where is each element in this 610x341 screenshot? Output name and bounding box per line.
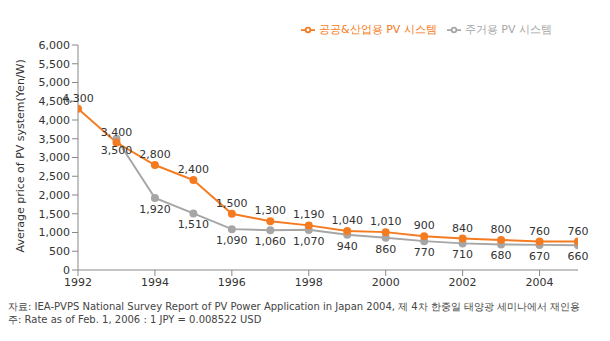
svg-text:5,000: 5,000 [39, 76, 71, 89]
svg-text:3,500: 3,500 [101, 144, 133, 157]
svg-text:6,000: 6,000 [39, 39, 71, 52]
svg-text:1,060: 1,060 [255, 235, 287, 248]
svg-text:2004: 2004 [526, 276, 554, 289]
svg-text:670: 670 [529, 250, 550, 263]
svg-text:940: 940 [337, 240, 358, 253]
svg-text:660: 660 [568, 250, 589, 263]
svg-text:1,010: 1,010 [370, 215, 402, 228]
svg-text:680: 680 [491, 249, 512, 262]
svg-text:1,190: 1,190 [293, 208, 325, 221]
svg-text:2000: 2000 [372, 276, 400, 289]
svg-text:4,300: 4,300 [62, 92, 94, 105]
html-text:주: Rate as of Feb. 1, 2006 : 1: 주: Rate as of Feb. 1, 2006 : 1 JPY = 0.0… [8, 314, 262, 325]
svg-text:2002: 2002 [449, 276, 477, 289]
svg-text:1,040: 1,040 [331, 214, 363, 227]
svg-text:770: 770 [414, 246, 435, 259]
svg-text:3,000: 3,000 [39, 151, 71, 164]
svg-text:500: 500 [49, 245, 70, 258]
svg-text:1992: 1992 [64, 276, 92, 289]
svg-text:0: 0 [63, 264, 70, 277]
svg-text:840: 840 [452, 222, 473, 235]
svg-text:760: 760 [568, 225, 589, 238]
svg-text:1,500: 1,500 [39, 208, 71, 221]
html-text:공공&산업용 PV 시스템: 공공&산업용 PV 시스템 [319, 23, 437, 36]
svg-text:1994: 1994 [141, 276, 169, 289]
svg-text:3,500: 3,500 [39, 133, 71, 146]
svg-text:Average price of PV system(Yen: Average price of PV system(Yen/W) [14, 59, 27, 252]
svg-text:1,000: 1,000 [39, 226, 71, 239]
svg-text:2,800: 2,800 [139, 148, 171, 161]
svg-text:860: 860 [375, 243, 396, 256]
html-text:자료: IEA-PVPS National Survey R: 자료: IEA-PVPS National Survey Report of P… [8, 301, 581, 312]
svg-text:1,070: 1,070 [293, 235, 325, 248]
svg-text:710: 710 [452, 248, 473, 261]
svg-text:5,500: 5,500 [39, 58, 71, 71]
svg-text:1998: 1998 [295, 276, 323, 289]
svg-text:1,500: 1,500 [216, 197, 248, 210]
svg-text:1,090: 1,090 [216, 234, 248, 247]
svg-text:2,400: 2,400 [178, 163, 210, 176]
svg-text:1,510: 1,510 [178, 218, 210, 231]
svg-text:2,500: 2,500 [39, 170, 71, 183]
svg-text:900: 900 [414, 219, 435, 232]
svg-text:4,500: 4,500 [38, 95, 70, 109]
svg-text:1,920: 1,920 [139, 203, 171, 216]
svg-text:2,000: 2,000 [39, 189, 71, 202]
svg-text:1,300: 1,300 [255, 204, 287, 217]
svg-text:800: 800 [491, 223, 512, 236]
svg-text:3,400: 3,400 [101, 126, 133, 139]
html-text:주거용 PV 시스템: 주거용 PV 시스템 [464, 23, 552, 36]
svg-text:760: 760 [529, 225, 550, 238]
svg-text:1996: 1996 [218, 276, 246, 289]
svg-text:4,000: 4,000 [39, 114, 71, 127]
